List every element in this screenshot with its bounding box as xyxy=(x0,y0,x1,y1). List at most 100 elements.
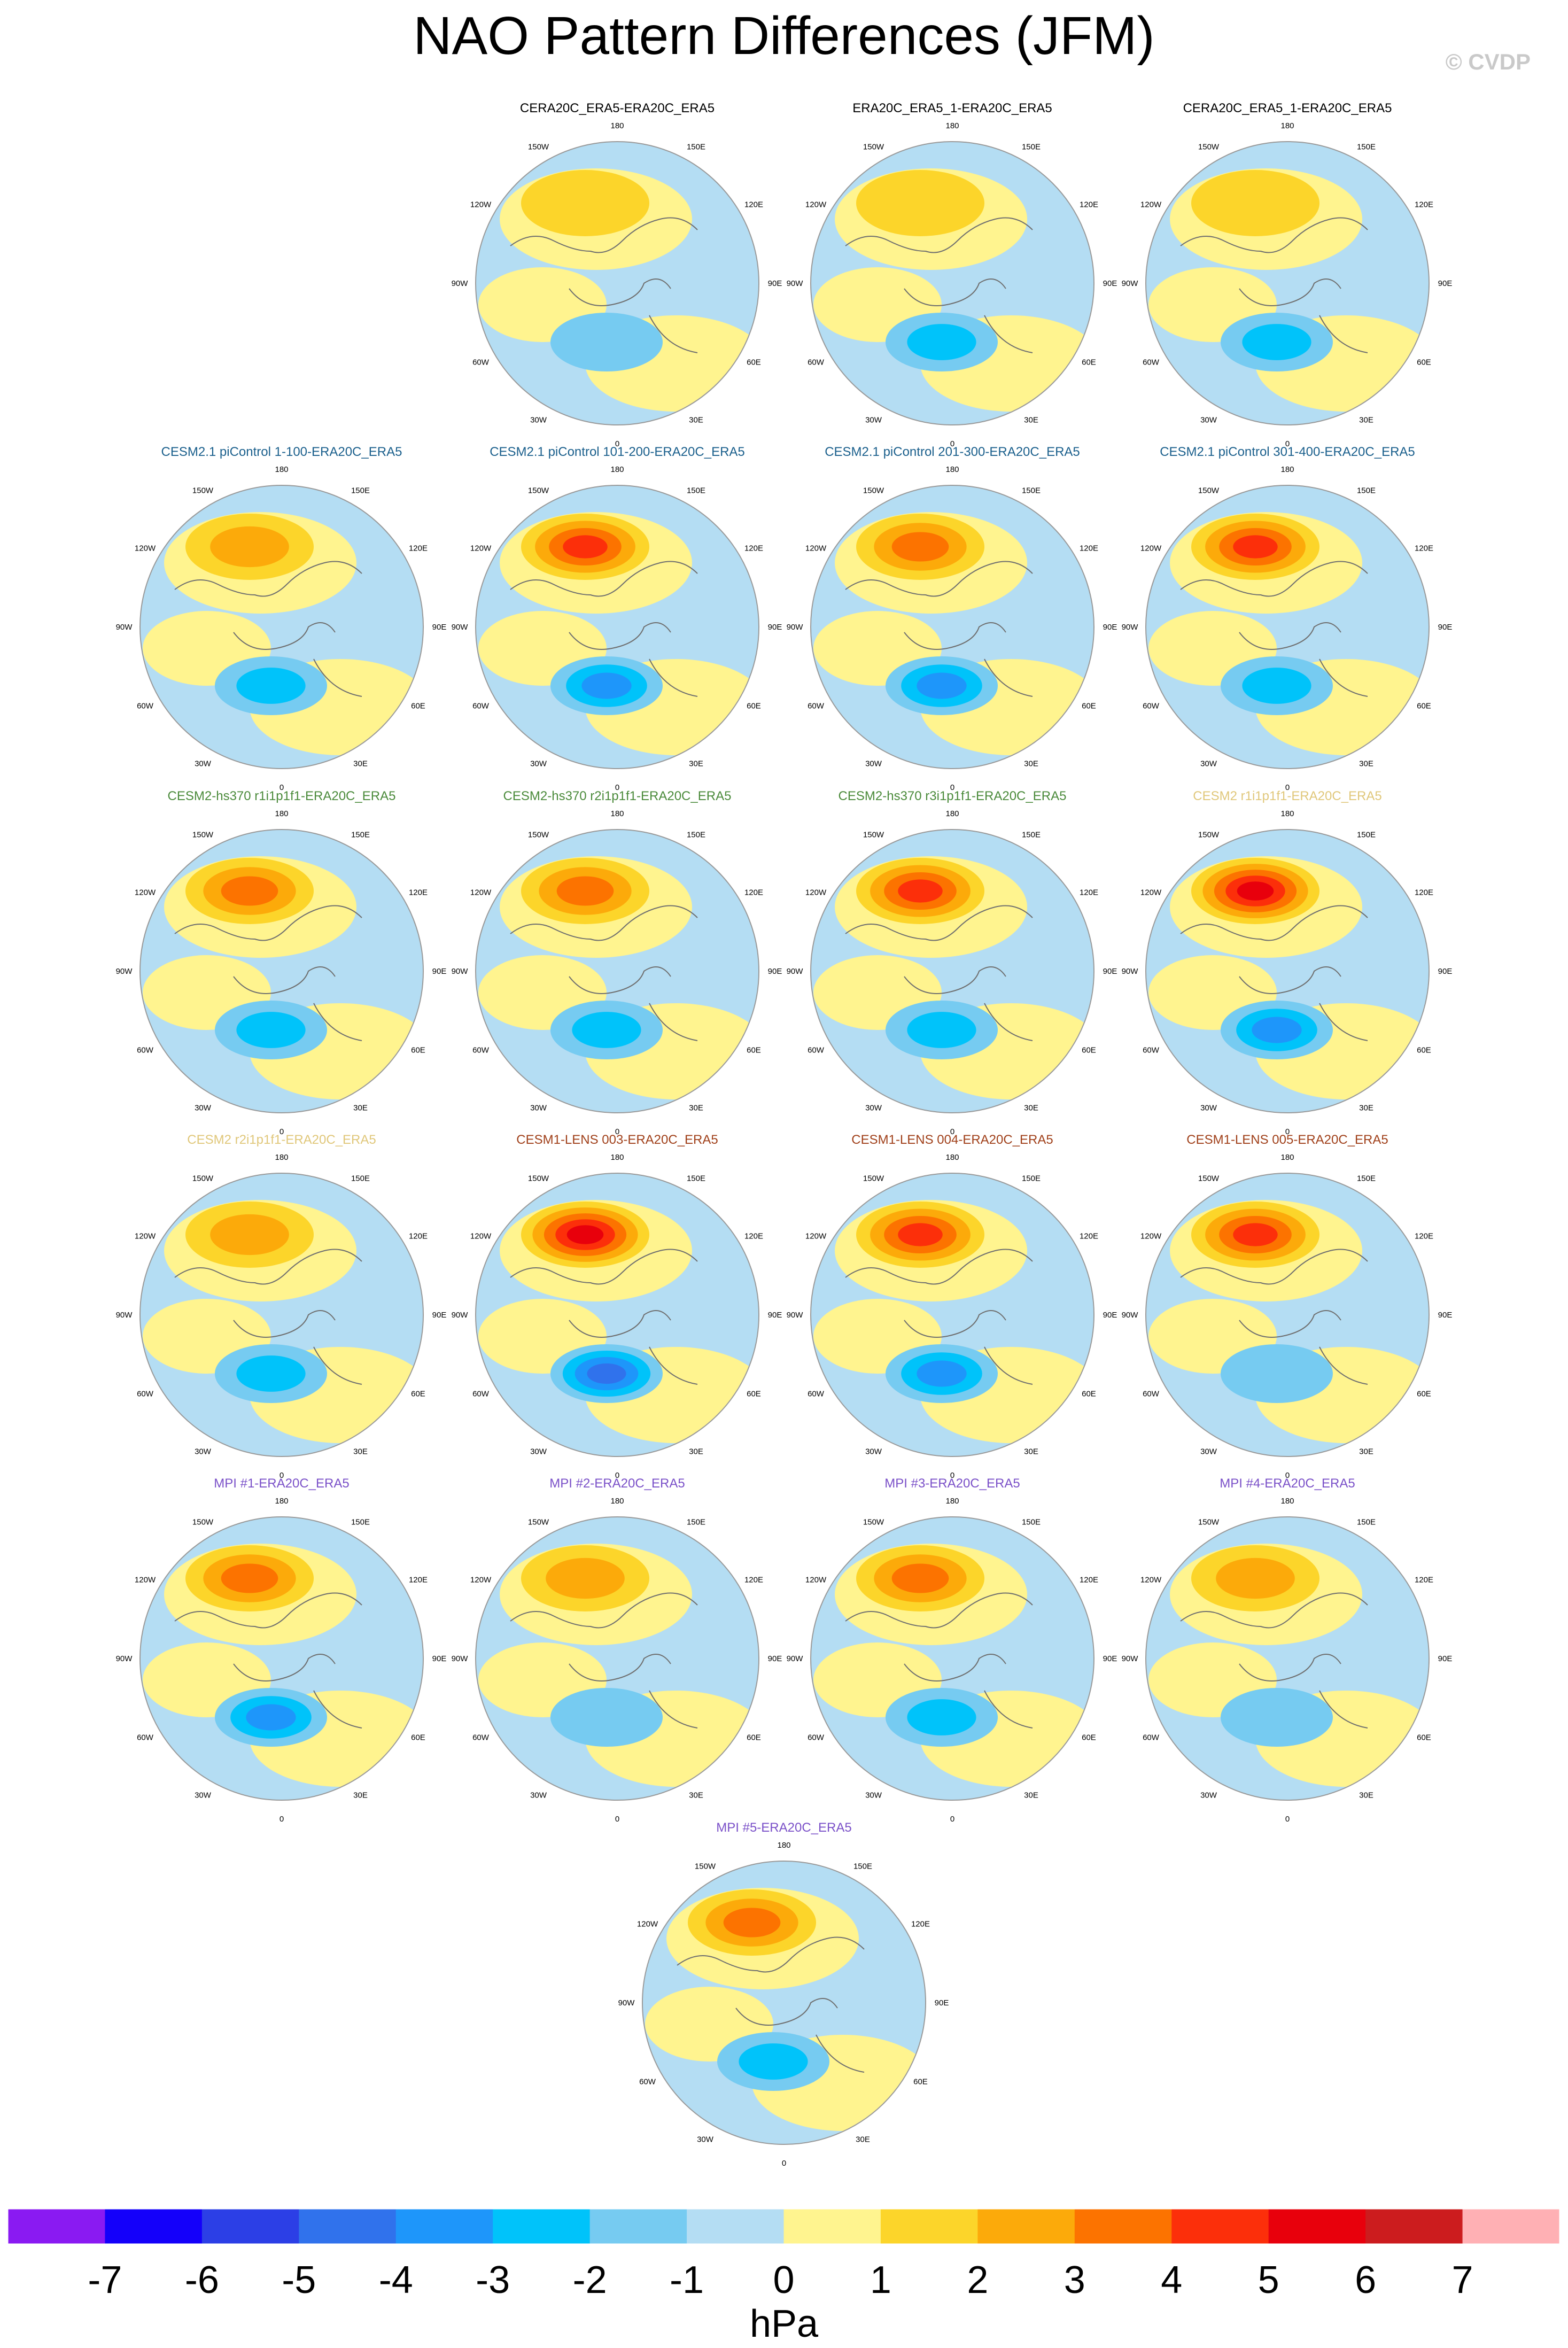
contour-high xyxy=(556,876,614,906)
longitude-label: 120E xyxy=(744,200,763,210)
colorbar-tick-label: 7 xyxy=(1452,2259,1473,2301)
colorbar-swatch xyxy=(687,2209,784,2244)
longitude-label: 180 xyxy=(1280,121,1294,130)
coastline xyxy=(1239,1654,1368,1729)
longitude-label: 90E xyxy=(768,279,782,288)
coastline xyxy=(510,905,698,941)
longitude-label: 30E xyxy=(1359,1103,1373,1112)
longitude-label: 150W xyxy=(863,143,884,152)
longitude-label: 150E xyxy=(1022,486,1041,495)
longitude-label: 30E xyxy=(1024,759,1038,768)
panel-title: CESM2.1 piControl 101-200-ERA20C_ERA5 xyxy=(490,445,745,459)
longitude-label: 180 xyxy=(777,1841,790,1850)
longitude-label: 60W xyxy=(1143,358,1160,367)
longitude-label: 150W xyxy=(192,1174,214,1183)
panel-title: CESM2.1 piControl 201-300-ERA20C_ERA5 xyxy=(825,445,1080,459)
map-outline xyxy=(1145,141,1430,425)
coastline xyxy=(904,1654,1033,1729)
panel-title: CESM1-LENS 003-ERA20C_ERA5 xyxy=(516,1133,718,1147)
panel-title: CESM2.1 piControl 301-400-ERA20C_ERA5 xyxy=(1160,445,1415,459)
longitude-label: 120W xyxy=(470,1232,492,1241)
contour-field xyxy=(478,168,759,412)
longitude-label: 150W xyxy=(1198,143,1220,152)
contour-high xyxy=(1216,1557,1295,1599)
longitude-label: 60W xyxy=(1143,702,1160,711)
longitude-label: 120E xyxy=(1080,200,1098,210)
longitude-label: 150W xyxy=(1198,486,1220,495)
colorbar-swatch xyxy=(1268,2209,1366,2244)
longitude-label: 0 xyxy=(615,1127,619,1136)
coastline xyxy=(735,1998,865,2073)
longitude-label: 0 xyxy=(280,1815,284,1824)
longitude-label: 0 xyxy=(950,783,954,792)
contour-high xyxy=(898,1223,943,1246)
contour-low xyxy=(1242,324,1311,360)
panel-title: CESM2 r2i1p1f1-ERA20C_ERA5 xyxy=(187,1133,376,1147)
longitude-label: 150W xyxy=(695,1862,716,1871)
longitude-label: 90E xyxy=(432,1654,447,1663)
map-outline xyxy=(810,141,1095,425)
longitude-label: 120W xyxy=(805,200,827,210)
longitude-label: 90W xyxy=(1122,1311,1139,1320)
map-panel: 180 150E 120E 90E 60E 30E 0 30W 60W 90W 120W 150W CE… xyxy=(452,101,782,448)
longitude-label: 150E xyxy=(1357,1518,1376,1527)
contour-high xyxy=(221,876,278,906)
contour-high xyxy=(891,1563,949,1593)
map-panel: 180 150E 120E 90E 60E 30E 0 30W 60W 90W 120W 150W MP… xyxy=(1122,1476,1453,1824)
coastline xyxy=(1239,622,1368,697)
contour-low xyxy=(917,672,967,699)
longitude-label: 150W xyxy=(528,831,549,840)
longitude-label: 30W xyxy=(530,415,547,424)
coastline xyxy=(569,1654,698,1729)
longitude-label: 60E xyxy=(1417,358,1431,367)
panel-title: MPI #5-ERA20C_ERA5 xyxy=(716,1820,851,1835)
coastline xyxy=(677,1936,865,1973)
longitude-label: 90W xyxy=(787,1654,804,1663)
longitude-label: 90E xyxy=(1103,1654,1117,1663)
longitude-label: 150E xyxy=(1022,831,1041,840)
contour-low xyxy=(1221,1688,1333,1747)
coastline xyxy=(1239,278,1368,353)
coastline xyxy=(174,561,362,597)
longitude-label: 180 xyxy=(1280,465,1294,474)
longitude-label: 150W xyxy=(192,486,214,495)
coastline xyxy=(845,1592,1033,1629)
longitude-label: 120W xyxy=(805,888,827,897)
colorbar-tick-label: -1 xyxy=(670,2259,704,2301)
longitude-label: 120W xyxy=(637,1920,658,1929)
longitude-label: 60W xyxy=(137,1046,154,1055)
longitude-label: 120W xyxy=(1140,544,1162,553)
longitude-label: 120W xyxy=(1140,200,1162,210)
colorbar: -7 -6 -5 -4 -3 -2 -1 0 1 2 3 4 5 6 7 hPa xyxy=(7,2208,1560,2345)
longitude-label: 60W xyxy=(1143,1390,1160,1399)
longitude-label: 30E xyxy=(353,759,368,768)
longitude-label: 120W xyxy=(1140,1576,1162,1585)
longitude-label: 150E xyxy=(351,1518,370,1527)
longitude-label: 90W xyxy=(116,1654,133,1663)
longitude-label: 30E xyxy=(1024,1791,1038,1800)
contour-low xyxy=(587,1363,626,1384)
longitude-label: 30W xyxy=(865,1103,882,1112)
contour-field xyxy=(1148,512,1429,755)
longitude-label: 0 xyxy=(1285,1471,1290,1480)
panel-title: CESM2-hs370 r2i1p1f1-ERA20C_ERA5 xyxy=(503,789,732,803)
contour-high xyxy=(521,170,649,236)
longitude-label: 150W xyxy=(528,486,549,495)
longitude-label: 90E xyxy=(1438,1311,1453,1320)
longitude-label: 120E xyxy=(744,544,763,553)
coastline xyxy=(233,622,362,697)
longitude-label: 60E xyxy=(411,1046,425,1055)
colorbar-tick-label: 2 xyxy=(967,2259,988,2301)
map-panel: 180 150E 120E 90E 60E 30E 0 30W 60W 90W 120W 150W CE… xyxy=(787,1133,1117,1480)
contour-field xyxy=(143,1544,423,1787)
longitude-label: 120E xyxy=(911,1920,930,1929)
longitude-label: 90E xyxy=(432,967,447,976)
coastline xyxy=(845,1249,1033,1285)
longitude-label: 120E xyxy=(409,544,428,553)
contour-high xyxy=(546,1557,625,1599)
longitude-label: 90E xyxy=(432,1311,447,1320)
contour-field xyxy=(478,512,759,755)
longitude-label: 120W xyxy=(135,1576,156,1585)
panel-title: CERA20C_ERA5-ERA20C_ERA5 xyxy=(520,101,715,115)
coastline xyxy=(1239,966,1368,1041)
